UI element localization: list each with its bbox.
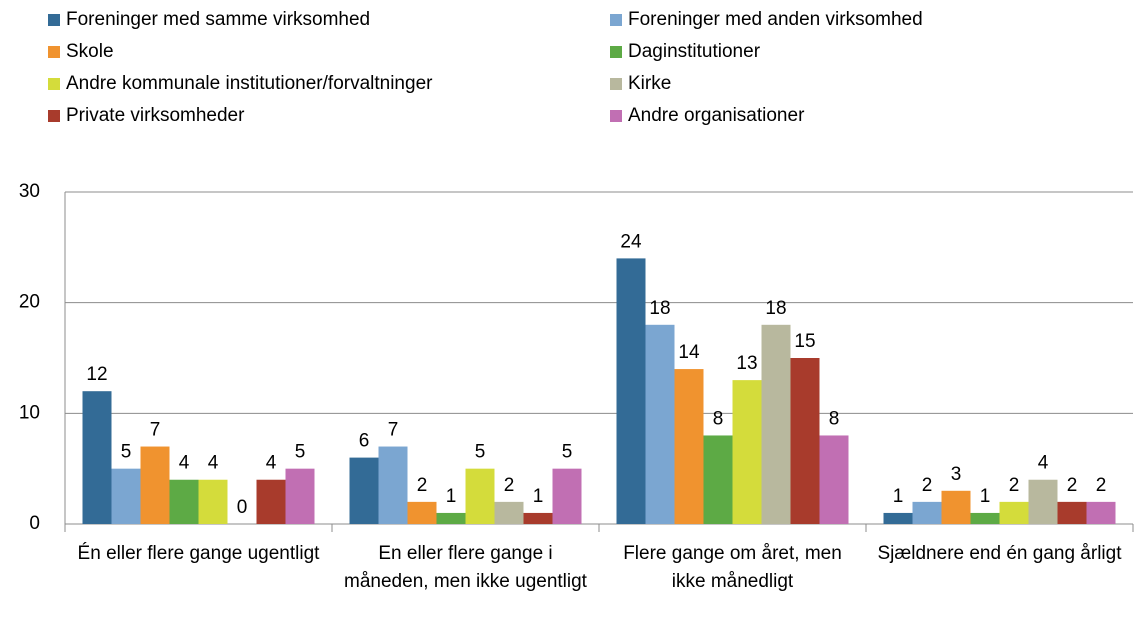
data-label: 1: [980, 486, 991, 507]
bar: [140, 446, 170, 524]
bar: [349, 457, 379, 524]
data-label: 1: [446, 486, 457, 507]
bar: [616, 258, 646, 524]
bar: [674, 369, 704, 524]
bar: [732, 380, 762, 524]
y-tick-label: 10: [19, 402, 40, 423]
data-label: 7: [388, 420, 399, 441]
data-label: 24: [620, 231, 642, 252]
bar: [883, 512, 913, 524]
data-label: 4: [179, 453, 190, 474]
data-label: 2: [1009, 475, 1020, 496]
x-tick-label: Sjældnere end én gang årligt: [877, 543, 1122, 564]
data-label: 5: [562, 442, 573, 463]
legend-swatch: [48, 46, 60, 58]
y-tick-label: 0: [29, 513, 40, 534]
data-label: 5: [475, 442, 486, 463]
legend-swatch: [48, 14, 60, 26]
data-label: 1: [533, 486, 544, 507]
bar: [552, 468, 582, 524]
bar: [790, 358, 820, 524]
data-label: 18: [649, 298, 670, 319]
bar: [436, 512, 466, 524]
data-label: 2: [1067, 475, 1078, 496]
legend-label: Andre kommunale institutioner/forvaltnin…: [66, 73, 433, 94]
bar: [970, 512, 1000, 524]
bar: [999, 501, 1029, 524]
data-label: 8: [829, 408, 840, 429]
bar: [1028, 479, 1058, 524]
bar: [912, 501, 942, 524]
bar: [1086, 501, 1116, 524]
bar: [256, 479, 286, 524]
data-label: 5: [121, 442, 132, 463]
bar: [465, 468, 495, 524]
data-label: 3: [951, 464, 962, 485]
x-tick-label: Flere gange om året, men ikke månedligt: [623, 543, 842, 592]
legend-swatch: [610, 110, 622, 122]
data-label: 2: [922, 475, 933, 496]
data-label: 18: [765, 298, 786, 319]
bar: [819, 435, 849, 524]
bar: [285, 468, 315, 524]
legend-label: Skole: [66, 41, 114, 62]
bar: [761, 324, 791, 524]
bar: [407, 501, 437, 524]
legend-swatch: [48, 110, 60, 122]
y-tick-label: 20: [19, 292, 40, 313]
data-label: 0: [237, 497, 248, 518]
bar: [378, 446, 408, 524]
data-label: 2: [417, 475, 428, 496]
legend-swatch: [610, 78, 622, 90]
x-tick-label: En eller flere gange i måneden, men ikke…: [344, 543, 587, 592]
data-label: 8: [713, 408, 724, 429]
bar: [494, 501, 524, 524]
bar: [941, 490, 971, 524]
legend-label: Kirke: [628, 73, 671, 94]
legend-label: Foreninger med samme virksomhed: [66, 9, 370, 30]
legend-label: Daginstitutioner: [628, 41, 761, 62]
bar: [703, 435, 733, 524]
legend-label: Andre organisationer: [628, 105, 805, 126]
data-label: 13: [736, 353, 757, 374]
data-label: 6: [359, 431, 370, 452]
data-label: 4: [208, 453, 219, 474]
legend-swatch: [48, 78, 60, 90]
bar: [198, 479, 228, 524]
bar: [111, 468, 141, 524]
data-label: 7: [150, 420, 161, 441]
data-label: 4: [1038, 453, 1049, 474]
bar: [1057, 501, 1087, 524]
data-label: 4: [266, 453, 277, 474]
bar: [523, 512, 553, 524]
bar: [169, 479, 199, 524]
data-label: 5: [295, 442, 306, 463]
legend-label: Foreninger med anden virksomhed: [628, 9, 923, 30]
x-tick-label: Én eller flere gange ugentligt: [77, 543, 320, 564]
data-label: 12: [86, 364, 107, 385]
bar: [82, 391, 112, 524]
bar: [645, 324, 675, 524]
data-label: 2: [504, 475, 515, 496]
data-label: 15: [794, 331, 815, 352]
data-label: 14: [678, 342, 700, 363]
data-label: 2: [1096, 475, 1107, 496]
y-tick-label: 30: [19, 181, 40, 202]
legend-label: Private virksomheder: [66, 105, 245, 126]
legend-swatch: [610, 46, 622, 58]
legend-swatch: [610, 14, 622, 26]
data-label: 1: [893, 486, 904, 507]
